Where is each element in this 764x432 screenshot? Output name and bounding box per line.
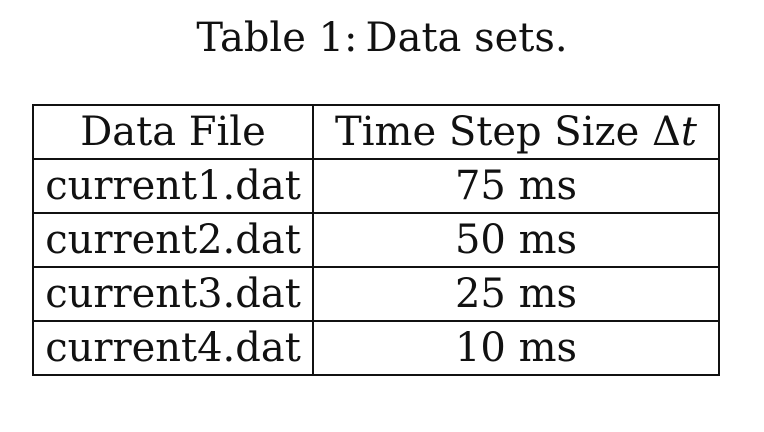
header-data-file: Data File [32,104,314,160]
table-row: current1.dat 75 ms [32,158,720,214]
caption-label: Table 1: [196,15,358,61]
cell-data-file: current1.dat [32,158,314,214]
cell-time-step: 50 ms [312,212,720,268]
table-row: current3.dat 25 ms [32,266,720,322]
cell-data-file: current4.dat [32,320,314,376]
cell-data-file: current2.dat [32,212,314,268]
table-header-row: Data File Time Step Size Δt [32,104,720,160]
data-sets-table: Data File Time Step Size Δt current1.dat… [32,104,720,376]
cell-time-step: 10 ms [312,320,720,376]
delta-symbol: Δ [651,109,681,155]
cell-time-step: 75 ms [312,158,720,214]
header-time-step-label: Time Step Size [335,109,652,155]
header-time-step-size: Time Step Size Δt [312,104,720,160]
cell-data-file: current3.dat [32,266,314,322]
table-caption: Table 1: Data sets. [0,12,764,64]
cell-time-step: 25 ms [312,266,720,322]
table-row: current2.dat 50 ms [32,212,720,268]
caption-text: Data sets. [365,15,568,61]
table-row: current4.dat 10 ms [32,320,720,376]
time-variable: t [680,109,697,155]
